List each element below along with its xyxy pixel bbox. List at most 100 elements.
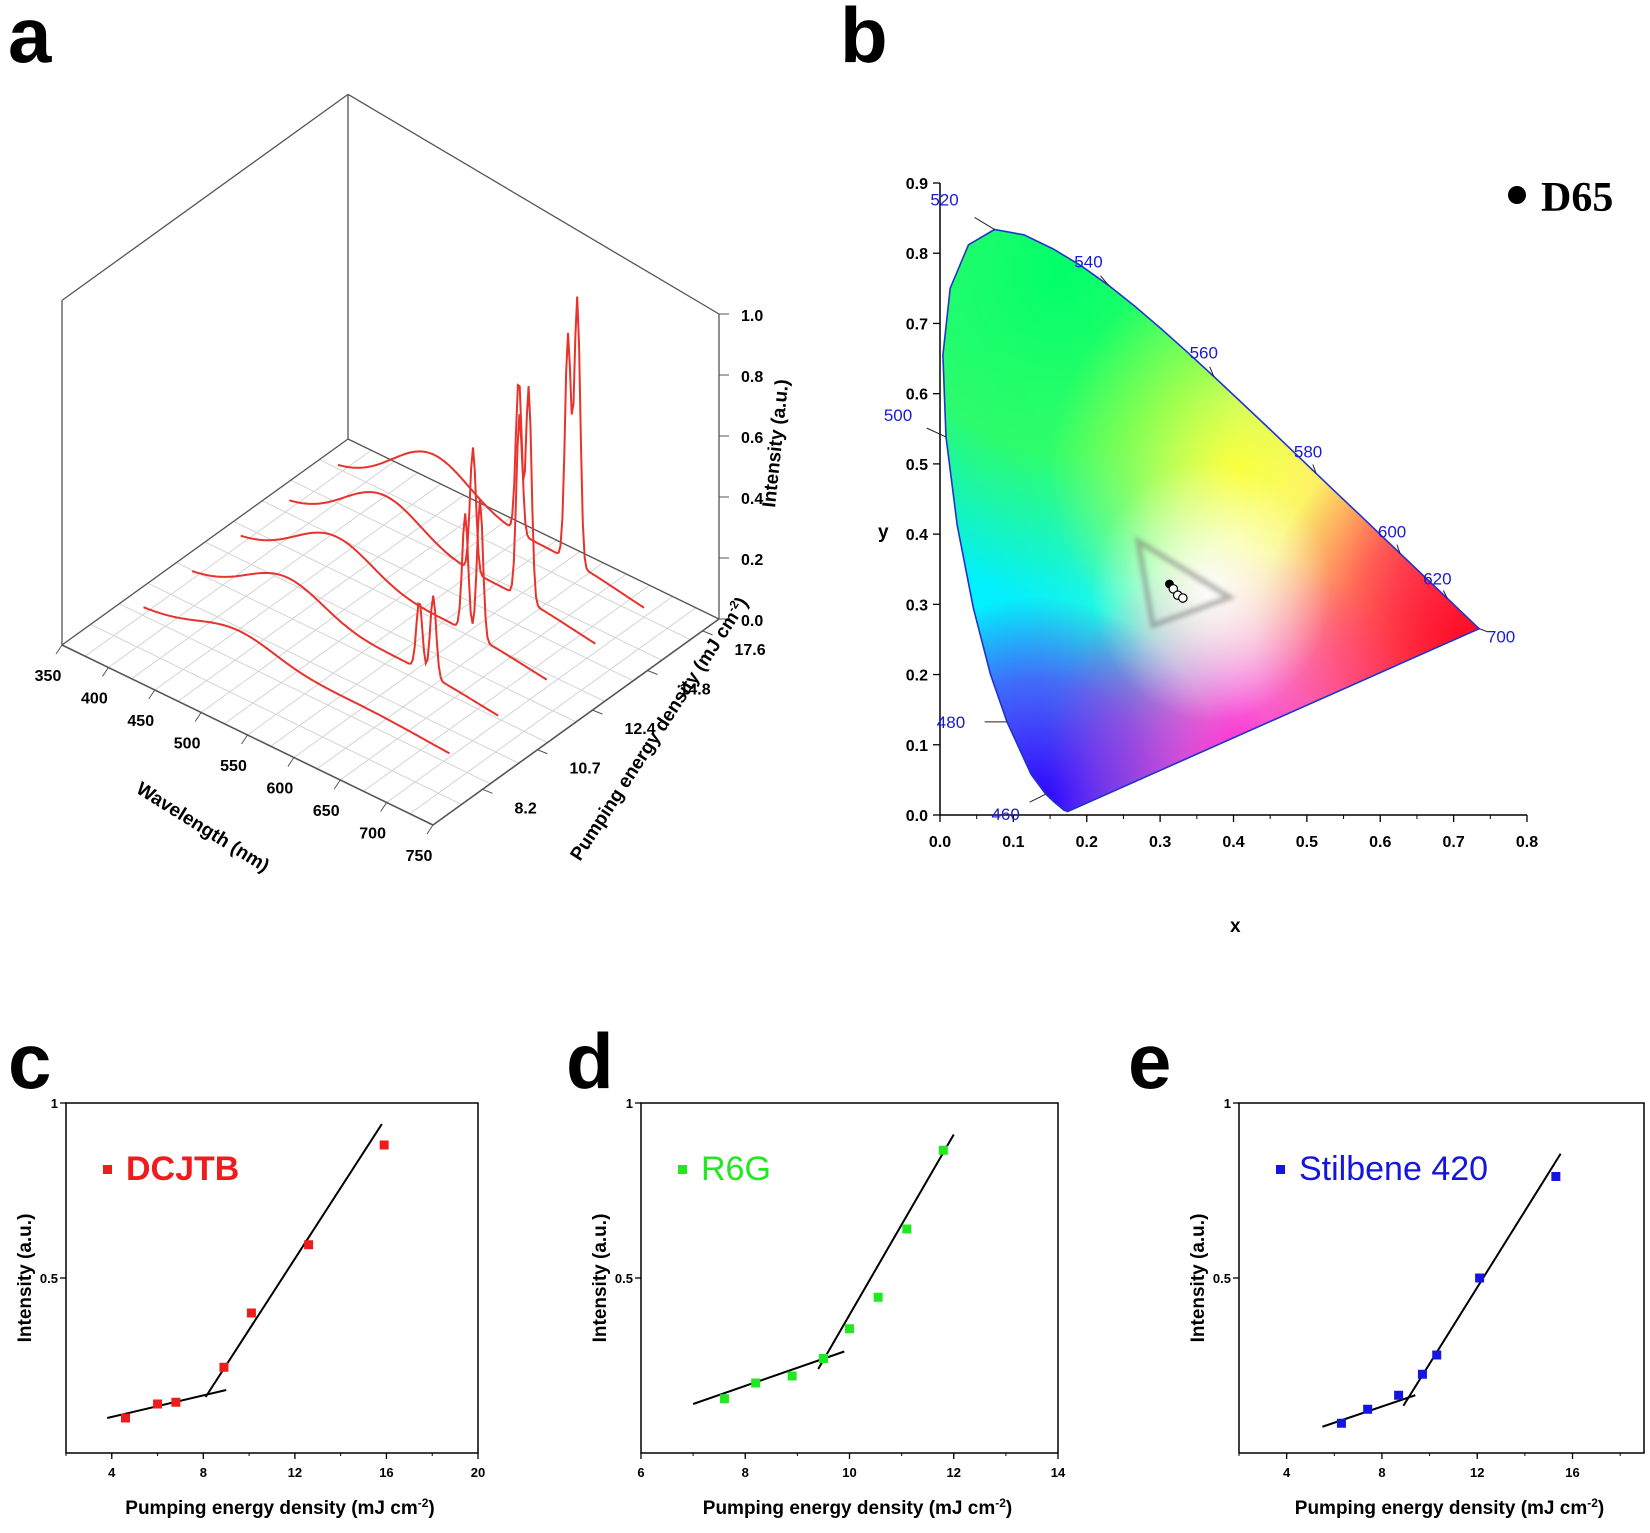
a-grid-line: [261, 500, 634, 682]
d-legend-text: R6G: [701, 1150, 771, 1188]
e-y-tick-label: 1: [1224, 1096, 1231, 1111]
a-x-tick: [101, 667, 109, 677]
d-data-point: [751, 1378, 761, 1388]
b-x-tick-label: 0.2: [1076, 834, 1098, 851]
c-x-tick-label: 4: [108, 1465, 116, 1480]
c-x-axis-title-main: Pumping energy density (mJ cm: [125, 1498, 417, 1519]
b-y-tick-label: 0.2: [906, 668, 928, 685]
e-data-point: [1417, 1369, 1427, 1379]
b-axes: 0.0 0.1 0.2 0.3 0.4 0.5 0.6 0.7 0.8 0.0 0.1 0.2 0.3 0…: [906, 176, 1538, 851]
b-wavelength-labels: 460 480 500 520 540 560 580 600 620 700: [884, 190, 1515, 824]
a-grid-line: [176, 562, 548, 744]
c-x-tick-label: 20: [471, 1465, 485, 1480]
b-wavelength-label: 480: [937, 713, 965, 732]
e-data-point: [1475, 1273, 1485, 1283]
b-wavelength-tick: [926, 427, 947, 438]
e-x-axis-title: Pumping energy density (mJ cm-2): [1295, 1496, 1604, 1519]
b-legend-text: D65: [1541, 175, 1613, 221]
a-x-tick: [426, 824, 434, 835]
c-y-axis-title: Intensity (a.u.): [15, 1214, 36, 1343]
d-y-axis-title: Intensity (a.u.): [590, 1214, 611, 1343]
c-data-point: [219, 1362, 229, 1372]
a-floor-grid: [61, 438, 720, 826]
c-legend-text: DCJTB: [126, 1150, 239, 1188]
b-sample-point: [1168, 584, 1179, 594]
a-x-tick: [55, 644, 63, 655]
c-fit-line: [204, 1123, 383, 1398]
c-x-tick-label: 12: [288, 1465, 302, 1480]
b-y-tick-label: 0.3: [906, 597, 928, 614]
a-x-tick-label: 350: [35, 668, 62, 685]
b-sample-point: [1178, 593, 1188, 603]
a-x-tick: [148, 689, 156, 700]
panel-letter-b: b: [840, 0, 888, 79]
a-frame-edge: [61, 438, 349, 646]
b-x-tick-label: 0.5: [1296, 834, 1318, 851]
d-y-tick-label: 1: [626, 1096, 633, 1111]
d-x-tick-label: 14: [1051, 1465, 1066, 1480]
b-wavelength-label: 700: [1487, 628, 1515, 647]
d-data-point: [938, 1145, 948, 1155]
c-x-axis-title-sup: -2: [418, 1496, 429, 1510]
b-wavelength-label: 520: [930, 190, 958, 209]
b-chromaticity-gamut: [942, 228, 1481, 813]
e-x-tick-label: 16: [1565, 1465, 1579, 1480]
e-data-point: [1336, 1418, 1346, 1428]
c-x-tick-label: 16: [379, 1465, 393, 1480]
a-ticks: 350 400 450 500 550 600 650 700 750 8.2 10.7 12.4 14…: [35, 308, 766, 865]
b-wavelength-tick: [1312, 464, 1317, 474]
d-x-tick-label: 8: [742, 1465, 749, 1480]
d-fit-line: [817, 1133, 955, 1370]
c-y-tick-label: 1: [51, 1096, 58, 1111]
c-y-tick-label: 0.5: [40, 1271, 58, 1286]
b-wavelength-tick: [1442, 590, 1448, 599]
b-wavelength-label: 460: [991, 805, 1019, 824]
b-wavelength-label: 540: [1074, 252, 1102, 271]
b-wavelength-tick: [1029, 793, 1046, 803]
e-x-axis-title-main: Pumping energy density (mJ cm: [1295, 1498, 1587, 1519]
d-data-point: [719, 1394, 729, 1404]
b-y-tick-label: 0.1: [906, 738, 928, 755]
a-x-tick-label: 400: [81, 691, 108, 708]
a-y-tick: [702, 630, 713, 636]
a-spectrum-line: [289, 385, 596, 645]
b-x-tick-label: 0.7: [1443, 834, 1465, 851]
a-y-tick: [647, 670, 658, 675]
b-wavelength-tick: [1396, 544, 1401, 554]
b-x-tick-label: 0.1: [1002, 834, 1024, 851]
a-spectra: [143, 296, 645, 755]
c-x-tick-label: 8: [200, 1465, 207, 1480]
b-wavelength-label: 600: [1378, 522, 1406, 541]
panel-letter-e: e: [1128, 1017, 1171, 1105]
d-x-axis-title: Pumping energy density (mJ cm-2): [703, 1496, 1012, 1519]
a-x-tick: [333, 779, 341, 790]
a-grid-line: [147, 582, 520, 764]
a-x-tick-label: 450: [127, 713, 154, 730]
d-x-axis-title-sup: -2: [995, 1496, 1006, 1510]
e-data-point: [1363, 1404, 1373, 1414]
b-y-axis-title: y: [878, 522, 889, 543]
d-data-point: [818, 1354, 828, 1363]
a-y-tick-label: 17.6: [735, 642, 766, 659]
a-y-tick-label: 12.4: [625, 721, 656, 738]
e-legend-text: Stilbene 420: [1299, 1150, 1488, 1188]
a-frame-edge: [61, 93, 349, 301]
b-x-tick-label: 0.6: [1369, 834, 1391, 851]
a-z-tick-label: 0.4: [741, 491, 763, 508]
a-y-axis-title: Pumping energy density (mJ cm-2): [565, 593, 753, 865]
b-chromaticity-points: [1134, 536, 1236, 629]
e-x-tick-label: 8: [1378, 1465, 1385, 1480]
a-x-axis-title: Wavelength (nm): [132, 778, 272, 877]
panel-letter-d: d: [566, 1017, 614, 1105]
a-y-tick: [482, 788, 493, 794]
d-data-point: [902, 1224, 912, 1234]
b-y-tick-label: 0.7: [906, 316, 928, 333]
e-x-axis-title-end: ): [1598, 1498, 1604, 1519]
e-data-point: [1551, 1172, 1561, 1181]
e-y-tick-label: 0.5: [1213, 1271, 1231, 1286]
panel-a-waterfall-chart: 350 400 450 500 550 600 650 700 750 8.2 10.7 12.4 14…: [35, 93, 793, 877]
a-x-tick-label: 700: [359, 826, 386, 843]
b-color-triangle: [1134, 536, 1236, 629]
a-spectrum-line: [191, 570, 499, 717]
